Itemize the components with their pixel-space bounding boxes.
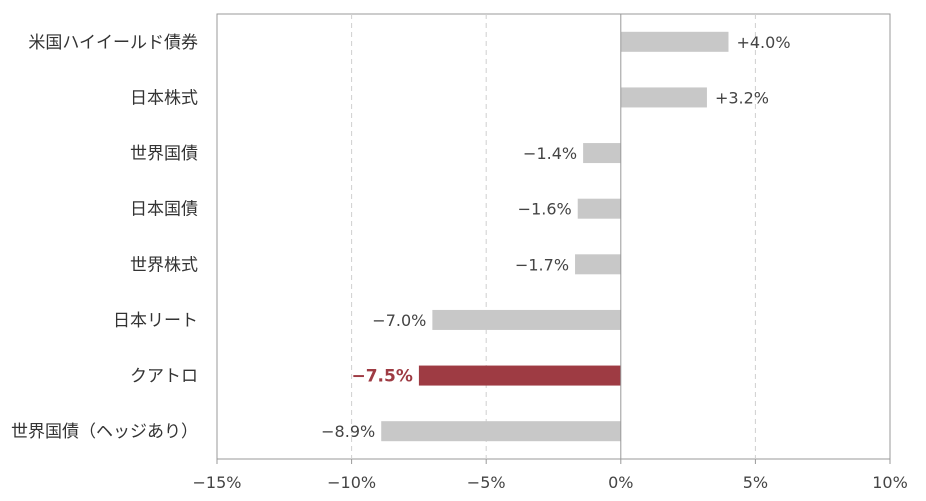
category-label-7: 世界国債（ヘッジあり） — [11, 422, 198, 442]
bar-0 — [620, 31, 729, 52]
value-label-6: −7.5% — [351, 367, 412, 387]
bar-6 — [418, 365, 621, 386]
category-label-2: 世界国債 — [130, 144, 198, 164]
category-label-6: クアトロ — [130, 367, 198, 387]
category-label-3: 日本国債 — [130, 200, 198, 220]
bar-1 — [620, 87, 707, 108]
bar-2 — [583, 143, 621, 164]
x-tick-label-0: −15% — [193, 473, 242, 492]
bar-3 — [577, 198, 621, 219]
category-label-0: 米国ハイイールド債券 — [28, 33, 198, 53]
value-label-0: +4.0% — [736, 33, 790, 52]
value-label-2: −1.4% — [523, 144, 577, 163]
value-label-7: −8.9% — [321, 422, 375, 441]
plot-frame — [216, 13, 891, 460]
x-tick-label-4: 5% — [743, 473, 768, 492]
bar-4 — [575, 254, 621, 275]
x-tick-label-5: 10% — [872, 473, 908, 492]
category-label-5: 日本リート — [113, 311, 198, 331]
category-label-4: 世界株式 — [130, 255, 198, 275]
value-label-4: −1.7% — [515, 255, 569, 274]
x-tick-label-1: −10% — [327, 473, 376, 492]
value-label-5: −7.0% — [372, 311, 426, 330]
value-label-3: −1.6% — [518, 200, 572, 219]
category-label-1: 日本株式 — [130, 88, 198, 108]
x-tick-label-3: 0% — [608, 473, 633, 492]
bar-5 — [432, 309, 621, 330]
bar-7 — [381, 421, 621, 442]
x-tick-label-2: −5% — [467, 473, 506, 492]
value-label-1: +3.2% — [715, 88, 769, 107]
